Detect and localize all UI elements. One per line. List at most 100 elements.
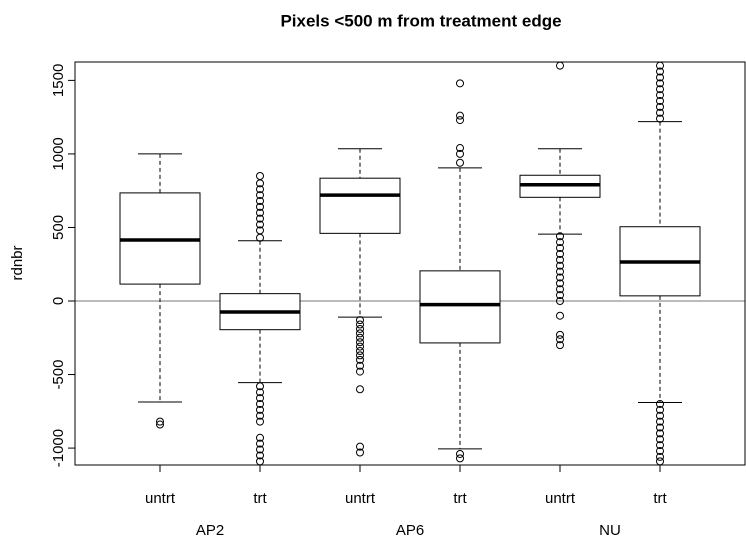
outlier xyxy=(156,417,164,426)
outlier xyxy=(656,85,664,94)
outlier xyxy=(456,149,464,158)
outlier xyxy=(556,311,564,320)
outlier xyxy=(556,273,564,282)
outlier xyxy=(256,433,264,442)
plot-frame xyxy=(74,61,746,466)
outlier xyxy=(556,335,564,344)
outlier xyxy=(556,61,564,70)
outlier xyxy=(556,330,564,339)
outlier xyxy=(456,144,464,153)
outlier xyxy=(556,249,564,258)
x-tick-label: trt xyxy=(653,490,667,507)
outlier xyxy=(556,285,564,294)
outlier xyxy=(556,238,564,247)
outlier xyxy=(256,208,264,217)
y-tick-label: 1500 xyxy=(50,64,67,97)
x-tick-label: untrt xyxy=(345,490,376,507)
outlier xyxy=(656,423,664,432)
y-tick-label: 0 xyxy=(50,297,67,305)
outlier xyxy=(256,171,264,180)
group-label: NU xyxy=(599,522,621,539)
outlier xyxy=(656,399,664,408)
outlier xyxy=(356,351,364,360)
outlier xyxy=(656,73,664,82)
group-label: AP2 xyxy=(196,522,224,539)
outlier xyxy=(556,341,564,350)
outlier xyxy=(656,67,664,76)
outlier xyxy=(256,382,264,391)
x-tick-label: trt xyxy=(453,490,467,507)
outlier xyxy=(356,316,364,325)
y-tick-label: 1000 xyxy=(50,137,67,170)
outlier xyxy=(156,420,164,429)
outlier xyxy=(356,361,364,370)
outlier xyxy=(556,255,564,264)
x-tick-label: untrt xyxy=(145,490,176,507)
outlier xyxy=(256,214,264,223)
outlier xyxy=(356,367,364,376)
box xyxy=(419,270,501,344)
y-tick-label: -1000 xyxy=(50,429,67,467)
outlier xyxy=(456,116,464,125)
box xyxy=(319,177,401,234)
outlier xyxy=(256,417,264,426)
outlier xyxy=(656,411,664,420)
group-label: AP6 xyxy=(396,522,424,539)
outlier xyxy=(656,96,664,105)
outlier xyxy=(256,196,264,205)
outlier xyxy=(656,405,664,414)
outlier xyxy=(256,445,264,454)
outlier xyxy=(656,457,664,466)
outlier xyxy=(256,411,264,420)
outlier xyxy=(256,439,264,448)
y-tick-label: 500 xyxy=(50,215,67,240)
outlier xyxy=(356,347,364,356)
outlier xyxy=(256,388,264,397)
outlier xyxy=(256,185,264,194)
outlier xyxy=(256,405,264,414)
outlier xyxy=(556,267,564,276)
outlier xyxy=(356,320,364,329)
outlier xyxy=(256,226,264,235)
outlier xyxy=(456,111,464,120)
outlier xyxy=(356,329,364,338)
outlier xyxy=(556,291,564,300)
outlier xyxy=(356,442,364,451)
x-tick-label: trt xyxy=(253,490,267,507)
outlier xyxy=(556,244,564,253)
chart-title: Pixels <500 m from treatment edge xyxy=(280,11,561,30)
outlier xyxy=(356,338,364,347)
outlier xyxy=(456,158,464,167)
outlier xyxy=(656,79,664,88)
outlier xyxy=(356,448,364,457)
outlier xyxy=(556,232,564,241)
y-axis-label: rdnbr xyxy=(9,245,26,280)
outlier xyxy=(356,385,364,394)
y-tick-label: -500 xyxy=(50,360,67,390)
outlier xyxy=(256,399,264,408)
outlier xyxy=(656,447,664,456)
outlier xyxy=(656,429,664,438)
outlier xyxy=(656,108,664,117)
outlier xyxy=(256,202,264,211)
outlier xyxy=(656,452,664,461)
outlier xyxy=(256,451,264,460)
outlier xyxy=(656,417,664,426)
outlier xyxy=(356,355,364,364)
outlier xyxy=(356,333,364,342)
outlier xyxy=(656,441,664,450)
outlier xyxy=(556,279,564,288)
outlier xyxy=(656,91,664,100)
x-tick-label: untrt xyxy=(545,490,576,507)
outlier xyxy=(656,435,664,444)
outlier xyxy=(456,79,464,88)
outlier xyxy=(656,102,664,111)
outlier xyxy=(456,454,464,463)
outlier xyxy=(356,342,364,351)
outlier xyxy=(256,220,264,229)
outlier xyxy=(556,261,564,270)
outlier xyxy=(356,324,364,333)
outlier xyxy=(256,191,264,200)
outlier xyxy=(656,114,664,123)
